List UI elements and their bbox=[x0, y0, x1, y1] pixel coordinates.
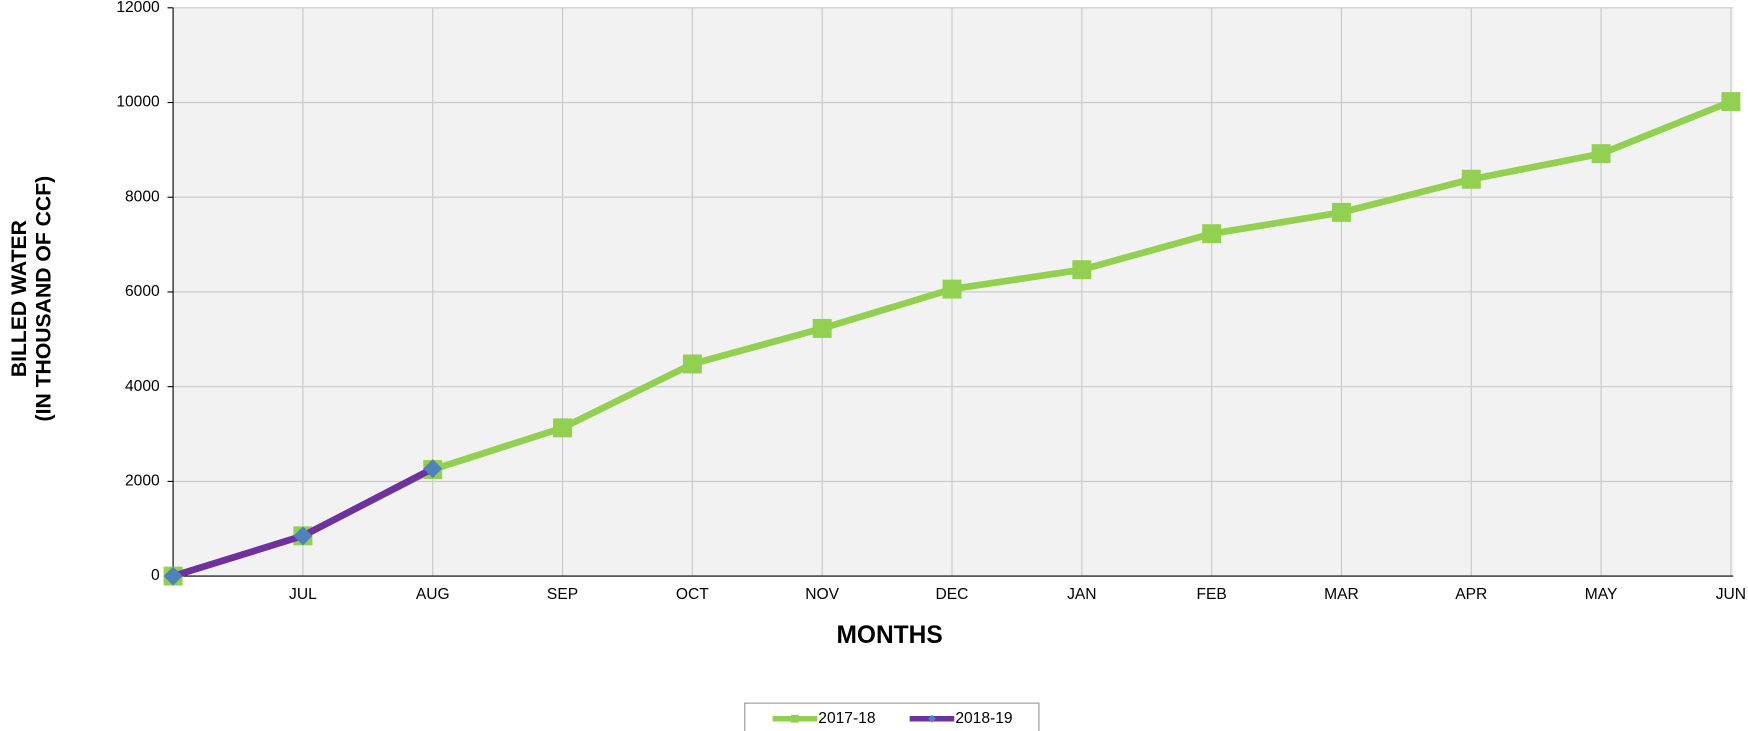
data-point bbox=[423, 459, 443, 479]
legend-marker bbox=[928, 714, 936, 723]
x-axis-title: MONTHS bbox=[837, 622, 943, 649]
y-tick-label: 10000 bbox=[116, 94, 160, 111]
x-tick-label: DEC bbox=[936, 586, 969, 603]
data-point bbox=[293, 526, 313, 546]
y-tick-label: 6000 bbox=[125, 283, 160, 300]
x-tick-label: MAY bbox=[1585, 586, 1618, 603]
data-point bbox=[1461, 169, 1481, 189]
y-axis-title: BILLED WATER bbox=[8, 220, 31, 377]
data-point bbox=[942, 279, 962, 299]
x-tick-label: OCT bbox=[676, 586, 709, 603]
x-tick-label: AUG bbox=[416, 586, 450, 603]
y-tick-label: 4000 bbox=[125, 378, 160, 395]
y-tick-label: 2000 bbox=[125, 473, 160, 490]
data-point bbox=[1331, 202, 1351, 222]
data-point bbox=[1591, 144, 1611, 164]
x-tick-label: JAN bbox=[1067, 586, 1096, 603]
legend-label: 2018-19 bbox=[955, 710, 1012, 727]
x-tick-label: JUN bbox=[1716, 586, 1746, 603]
y-tick-label: 12000 bbox=[116, 0, 160, 16]
y-tick-label: 0 bbox=[151, 567, 160, 584]
data-point bbox=[163, 566, 183, 586]
y-tick-label: 8000 bbox=[125, 188, 160, 205]
data-point bbox=[1072, 260, 1092, 280]
data-point bbox=[553, 418, 573, 438]
x-tick-label: NOV bbox=[805, 586, 839, 603]
x-tick-label: MAR bbox=[1324, 586, 1359, 603]
legend-label: 2017-18 bbox=[818, 710, 875, 727]
x-tick-label: JUL bbox=[289, 586, 317, 603]
data-point bbox=[682, 354, 702, 374]
x-tick-label: SEP bbox=[547, 586, 578, 603]
x-tick-label: APR bbox=[1455, 586, 1487, 603]
x-tick-label: FEB bbox=[1196, 586, 1226, 603]
legend-marker bbox=[790, 714, 799, 723]
data-point bbox=[812, 318, 832, 338]
y-axis-title: (IN THOUSAND OF CCF) bbox=[33, 176, 56, 422]
data-point bbox=[1721, 92, 1741, 112]
data-point bbox=[1202, 224, 1222, 244]
